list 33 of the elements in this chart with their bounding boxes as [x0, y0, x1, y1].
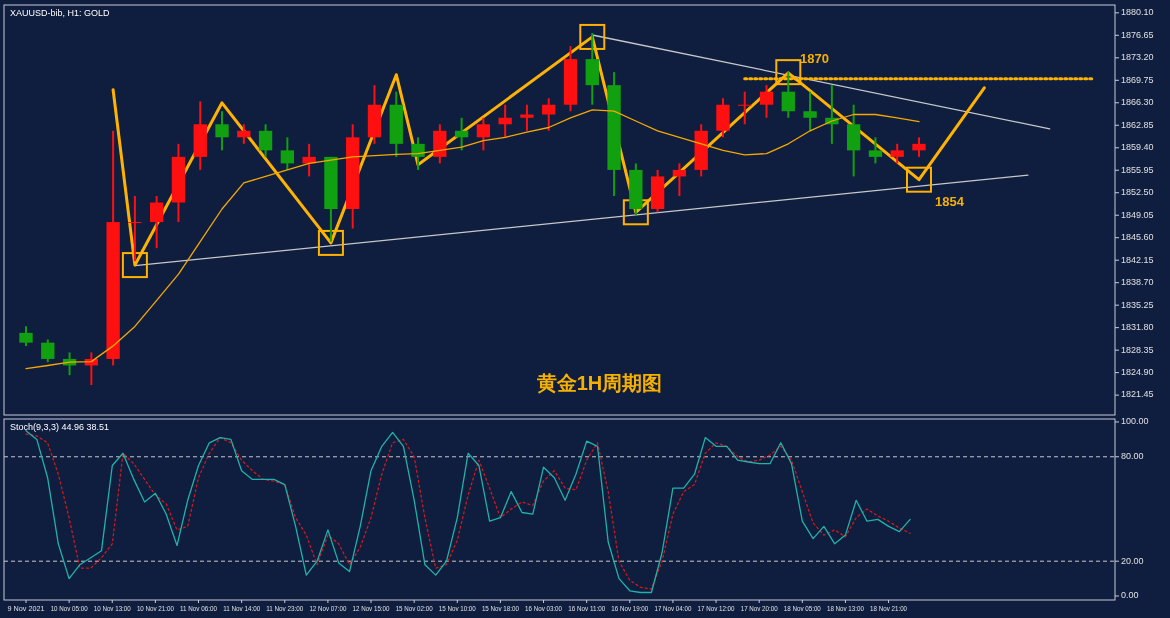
- y-tick-label: 1852.50: [1121, 187, 1154, 198]
- y-tick-label: 1835.25: [1121, 299, 1154, 310]
- y-tick-label: 1838.70: [1121, 277, 1154, 288]
- y-tick-label: 20.00: [1121, 555, 1144, 566]
- point: [317, 229, 344, 256]
- y-tick-label: 1866.30: [1121, 97, 1154, 108]
- y-tick-label: 1821.45: [1121, 389, 1154, 400]
- y-tick-label: 1873.20: [1121, 52, 1154, 63]
- y-tick-label: 1828.35: [1121, 344, 1154, 355]
- y-tick-label: 1855.95: [1121, 164, 1154, 175]
- chart-title: XAUUSD-bib, H1: GOLD: [10, 8, 111, 18]
- annotation: 黄金1H周期图: [535, 372, 663, 394]
- y-tick-label: 1849.05: [1121, 209, 1154, 220]
- annotation: 1854: [935, 194, 965, 210]
- annotation: 1870: [800, 51, 829, 67]
- y-tick-label: 1842.15: [1121, 254, 1154, 265]
- point: [622, 199, 649, 226]
- point: [905, 166, 932, 193]
- point: [579, 23, 606, 50]
- chart-title: Stoch(9,3,3) 44.96 38.51: [10, 422, 110, 432]
- y-tick-label: 100.00: [1121, 416, 1149, 427]
- point: [121, 252, 148, 279]
- y-tick-label: 1876.65: [1121, 29, 1154, 40]
- point: [775, 59, 802, 86]
- y-tick-label: 1845.60: [1121, 232, 1154, 243]
- y-tick-label: 80.00: [1121, 451, 1144, 462]
- y-tick-label: 1880.10: [1121, 7, 1154, 18]
- y-tick-label: 1869.75: [1121, 74, 1154, 85]
- y-tick-label: 1859.40: [1121, 142, 1154, 153]
- y-tick-label: 0.00: [1121, 590, 1139, 601]
- y-tick-label: 1831.80: [1121, 322, 1154, 333]
- y-tick-label: 1862.85: [1121, 119, 1154, 130]
- y-tick-label: 1824.90: [1121, 367, 1154, 378]
